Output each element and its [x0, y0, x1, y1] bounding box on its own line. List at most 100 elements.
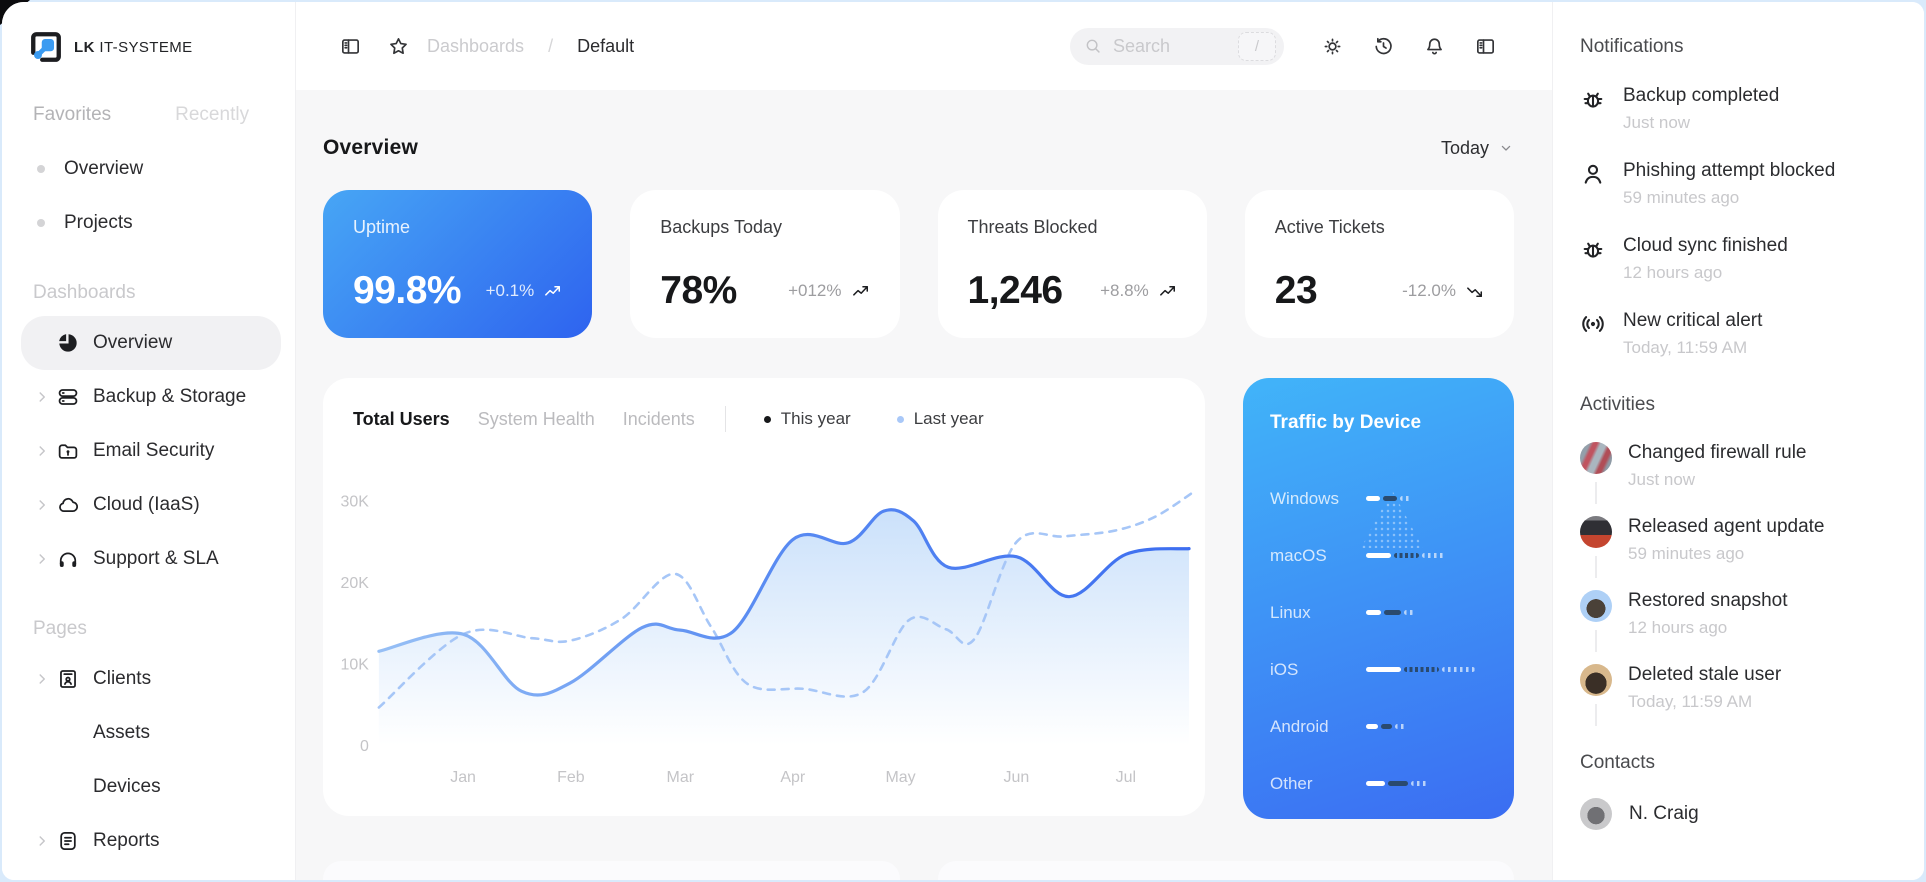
traffic-bar-segment [1366, 496, 1380, 501]
main-content: Overview Today Uptime 99.8% +0.1% Backups T… [296, 90, 1552, 880]
avatar [1580, 664, 1612, 696]
traffic-bar-segment [1381, 724, 1392, 729]
logo[interactable]: LK IT-SYSTEME [29, 30, 275, 64]
stat-bottom: 78% +012% [660, 269, 869, 313]
stat-bottom: 1,246 +8.8% [968, 269, 1177, 313]
search-shortcut-key: / [1238, 31, 1276, 61]
stat-card-backups-today: Backups Today 78% +012% [630, 190, 900, 338]
notification-text: Cloud sync finished 12 hours ago [1623, 235, 1788, 283]
notification-time: Today, 11:59 AM [1623, 338, 1748, 357]
avatar [1580, 798, 1612, 830]
svg-text:Jul: Jul [1116, 769, 1136, 786]
tab-total-users[interactable]: Total Users [353, 408, 450, 429]
sidebar-item-assets[interactable]: Assets [21, 706, 281, 760]
sidebar-item-reports[interactable]: Reports [21, 814, 281, 868]
traffic-bar-segment [1411, 781, 1429, 786]
page-title: Overview [323, 136, 418, 159]
sidebar-item-accounts[interactable]: Accounts [21, 868, 281, 880]
avatar [1580, 442, 1612, 474]
sidebar-item-devices[interactable]: Devices [21, 760, 281, 814]
notification-new-critical-alert[interactable]: New critical alert Today, 11:59 AM [1580, 310, 1896, 358]
traffic-device-label: Linux [1270, 602, 1311, 622]
tab-recently[interactable]: Recently [175, 104, 250, 125]
tab-system-health[interactable]: System Health [477, 408, 595, 429]
notification-time: 12 hours ago [1623, 263, 1723, 282]
partial-card [323, 861, 900, 880]
breadcrumb-section[interactable]: Dashboards [427, 35, 525, 56]
topbar-left [340, 36, 409, 57]
sidebar-item-email-security[interactable]: Email Security [21, 424, 281, 478]
star-icon[interactable] [388, 36, 409, 57]
chevron-right-icon [33, 388, 57, 406]
search-bar[interactable]: / [1070, 27, 1284, 65]
sidebar-item-overview[interactable]: Overview [21, 316, 281, 370]
svg-text:Feb: Feb [557, 769, 585, 786]
stat-label: Backups Today [660, 217, 782, 237]
sidebar-item-backup-storage[interactable]: Backup & Storage [21, 370, 281, 424]
panel-left-icon[interactable] [340, 36, 361, 57]
legend-item-last-year[interactable]: Last year [896, 409, 984, 429]
panel-right-icon[interactable] [1475, 36, 1496, 57]
activity-time: 12 hours ago [1628, 618, 1728, 637]
sidebar-item-projects[interactable]: Projects [29, 196, 275, 250]
svg-text:0: 0 [360, 738, 369, 755]
right-sidebar: Notifications Backup completed Just now Ph… [1553, 2, 1924, 880]
headphones-icon [57, 548, 93, 570]
sidebar-item-support-sla[interactable]: Support & SLA [21, 532, 281, 586]
activity-deleted-stale-user[interactable]: Deleted stale user Today, 11:59 AM [1580, 664, 1896, 726]
bell-icon[interactable] [1424, 36, 1445, 57]
tab-favorites[interactable]: Favorites [33, 104, 112, 125]
traffic-bar-segment [1404, 667, 1439, 672]
brand-name-bold: LK [74, 38, 95, 56]
sidebar-item-label: Overview [93, 332, 173, 353]
notifications-title: Notifications [1580, 36, 1684, 57]
notification-time: 59 minutes ago [1623, 188, 1740, 207]
sidebar-sections: Dashboards Overview Backup & Storage Email … [21, 282, 281, 880]
activity-title: Changed firewall rule [1628, 442, 1807, 463]
sidebar-item-label: Reports [93, 830, 160, 851]
contact-n-craig[interactable]: N. Craig [1580, 798, 1896, 830]
avatar [1580, 590, 1612, 622]
bullet-icon [37, 165, 45, 173]
notification-phishing-attempt-blocked[interactable]: Phishing attempt blocked 59 minutes ago [1580, 160, 1896, 208]
stat-change-text: -12.0% [1402, 281, 1456, 300]
traffic-row-linux: Linux [1270, 584, 1487, 641]
svg-text:May: May [886, 769, 916, 786]
broadcast-icon [1580, 311, 1606, 337]
notification-backup-completed[interactable]: Backup completed Just now [1580, 85, 1896, 133]
traffic-bar-segment [1366, 781, 1385, 786]
left-sidebar: LK IT-SYSTEME Favorites Recently Overvie… [2, 2, 295, 880]
notification-title: New critical alert [1623, 310, 1763, 331]
traffic-card-title: Traffic by Device [1270, 412, 1422, 433]
legend-item-this-year[interactable]: This year [763, 409, 851, 429]
activity-changed-firewall-rule[interactable]: Changed firewall rule Just now [1580, 442, 1896, 504]
sidebar-item-clients[interactable]: Clients [21, 652, 281, 706]
sidebar-item-overview[interactable]: Overview [29, 142, 275, 196]
search-icon [1084, 37, 1102, 55]
search-input[interactable] [1111, 34, 1229, 58]
topbar-actions [1322, 36, 1496, 57]
history-icon[interactable] [1373, 36, 1394, 57]
traffic-device-label: macOS [1270, 545, 1327, 565]
stat-value: 23 [1274, 269, 1318, 312]
date-range-selector[interactable]: Today [1441, 138, 1514, 159]
stat-card-uptime: Uptime 99.8% +0.1% [323, 190, 593, 338]
activities-title: Activities [1580, 394, 1655, 415]
favorites-list: Overview Projects [29, 142, 275, 250]
topbar: Dashboards / Default / [296, 2, 1552, 90]
activity-restored-snapshot[interactable]: Restored snapshot 12 hours ago [1580, 590, 1896, 652]
notification-cloud-sync-finished[interactable]: Cloud sync finished 12 hours ago [1580, 235, 1896, 283]
sidebar-item-label: Devices [93, 776, 161, 797]
bug-icon [1580, 86, 1606, 112]
svg-text:20K: 20K [341, 575, 370, 592]
traffic-bars [1366, 553, 1445, 558]
traffic-row-windows: Windows [1270, 470, 1487, 527]
traffic-bars [1366, 781, 1429, 786]
activity-released-agent-update[interactable]: Released agent update 59 minutes ago [1580, 516, 1896, 578]
notification-text: Phishing attempt blocked 59 minutes ago [1623, 160, 1835, 208]
sidebar-item-cloud-iaas[interactable]: Cloud (IaaS) [21, 478, 281, 532]
svg-text:Jun: Jun [1004, 769, 1030, 786]
sun-icon[interactable] [1322, 36, 1343, 57]
sidebar-item-label: Overview [64, 158, 144, 179]
tab-incidents[interactable]: Incidents [622, 408, 695, 429]
